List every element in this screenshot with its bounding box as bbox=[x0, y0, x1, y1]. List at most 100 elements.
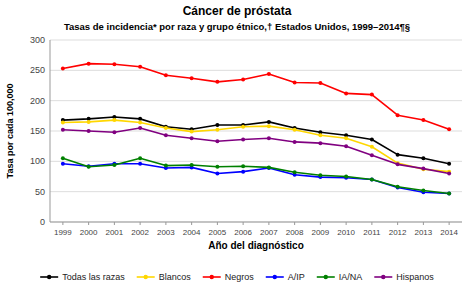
plot-area bbox=[61, 62, 451, 196]
legend-item: Hispanos bbox=[374, 272, 434, 282]
data-point bbox=[447, 171, 451, 175]
data-point bbox=[138, 117, 142, 121]
data-point bbox=[370, 178, 374, 182]
legend-item: IA/NA bbox=[317, 272, 363, 282]
grid-line bbox=[50, 70, 462, 71]
data-point bbox=[241, 164, 245, 168]
series bbox=[61, 62, 451, 132]
data-point bbox=[267, 72, 271, 76]
data-point bbox=[61, 67, 65, 71]
y-tick-label: 0 bbox=[40, 217, 45, 227]
data-point bbox=[190, 76, 194, 80]
series bbox=[61, 126, 451, 175]
y-tick-label: 100 bbox=[30, 156, 45, 166]
legend-label: IA/NA bbox=[339, 272, 363, 282]
data-point bbox=[421, 167, 425, 171]
grid-line bbox=[50, 222, 462, 223]
x-tick-label: 2002 bbox=[131, 228, 149, 237]
data-point bbox=[447, 162, 451, 166]
data-point bbox=[293, 80, 297, 84]
series bbox=[61, 115, 451, 166]
grid-line bbox=[50, 40, 462, 41]
data-point bbox=[344, 175, 348, 179]
legend-label: A/IP bbox=[288, 272, 305, 282]
data-point bbox=[61, 128, 65, 132]
data-point bbox=[241, 170, 245, 174]
legend-label: Negros bbox=[225, 272, 255, 282]
chart: Cáncer de próstataTasas de incidencia* p… bbox=[0, 0, 474, 286]
data-point bbox=[370, 145, 374, 149]
data-point bbox=[267, 165, 271, 169]
x-tick-label: 2014 bbox=[440, 228, 458, 237]
data-point bbox=[370, 178, 374, 182]
data-point bbox=[293, 170, 297, 174]
data-point bbox=[370, 93, 374, 97]
legend-marker bbox=[144, 275, 148, 279]
data-point bbox=[87, 165, 91, 169]
x-axis-label: Año del diagnóstico bbox=[208, 240, 304, 251]
x-tick-label: 2008 bbox=[286, 228, 304, 237]
data-point bbox=[190, 163, 194, 167]
data-point bbox=[138, 162, 142, 166]
y-axis-line bbox=[50, 40, 51, 222]
x-tick-label: 2011 bbox=[363, 228, 381, 237]
data-point bbox=[112, 62, 116, 66]
data-point bbox=[87, 164, 91, 168]
data-point bbox=[396, 185, 400, 189]
x-tick-label: 2001 bbox=[105, 228, 123, 237]
data-point bbox=[164, 133, 168, 137]
legend-marker bbox=[381, 275, 385, 279]
data-point bbox=[164, 164, 168, 168]
y-axis-label: Tasa por cada 100,000 bbox=[5, 84, 15, 179]
x-tick-label: 1999 bbox=[54, 228, 72, 237]
data-point bbox=[241, 137, 245, 141]
legend-item: Negros bbox=[203, 272, 255, 282]
data-point bbox=[267, 124, 271, 128]
y-tick-label: 200 bbox=[30, 96, 45, 106]
data-point bbox=[267, 120, 271, 124]
data-point bbox=[215, 123, 219, 127]
legend-label: Todas las razas bbox=[62, 272, 125, 282]
chart-container: Cáncer de próstataTasas de incidencia* p… bbox=[0, 0, 474, 286]
x-axis-line bbox=[50, 222, 462, 223]
data-point bbox=[87, 120, 91, 124]
data-point bbox=[164, 73, 168, 77]
legend: Todas las razas Blancos Negros A/IP IA/NA His… bbox=[40, 272, 434, 282]
x-tick-label: 2005 bbox=[208, 228, 226, 237]
data-point bbox=[344, 91, 348, 95]
data-point bbox=[344, 144, 348, 148]
data-point bbox=[164, 126, 168, 130]
legend-marker bbox=[273, 275, 277, 279]
legend-marker bbox=[324, 275, 328, 279]
data-point bbox=[112, 163, 116, 167]
data-point bbox=[318, 81, 322, 85]
data-point bbox=[112, 118, 116, 122]
data-point bbox=[396, 113, 400, 117]
grid-line bbox=[50, 100, 462, 101]
data-point bbox=[318, 133, 322, 137]
legend-item: A/IP bbox=[266, 272, 305, 282]
legend-item: Todas las razas bbox=[40, 272, 125, 282]
data-point bbox=[241, 125, 245, 129]
data-point bbox=[241, 77, 245, 81]
data-point bbox=[190, 136, 194, 140]
data-point bbox=[138, 126, 142, 130]
data-point bbox=[112, 130, 116, 134]
x-tick-label: 2007 bbox=[260, 228, 278, 237]
grid-line bbox=[50, 161, 462, 162]
x-tick-label: 2004 bbox=[183, 228, 201, 237]
data-point bbox=[138, 156, 142, 160]
y-tick-label: 250 bbox=[30, 65, 45, 75]
data-point bbox=[138, 121, 142, 125]
data-point bbox=[421, 118, 425, 122]
data-point bbox=[61, 156, 65, 160]
data-point bbox=[447, 191, 451, 195]
series-line bbox=[63, 117, 449, 164]
x-tick-label: 2003 bbox=[157, 228, 175, 237]
y-tick-label: 150 bbox=[30, 126, 45, 136]
x-tick-label: 2010 bbox=[337, 228, 355, 237]
data-point bbox=[215, 80, 219, 84]
data-point bbox=[421, 156, 425, 160]
legend-label: Blancos bbox=[159, 272, 192, 282]
data-point bbox=[293, 128, 297, 132]
